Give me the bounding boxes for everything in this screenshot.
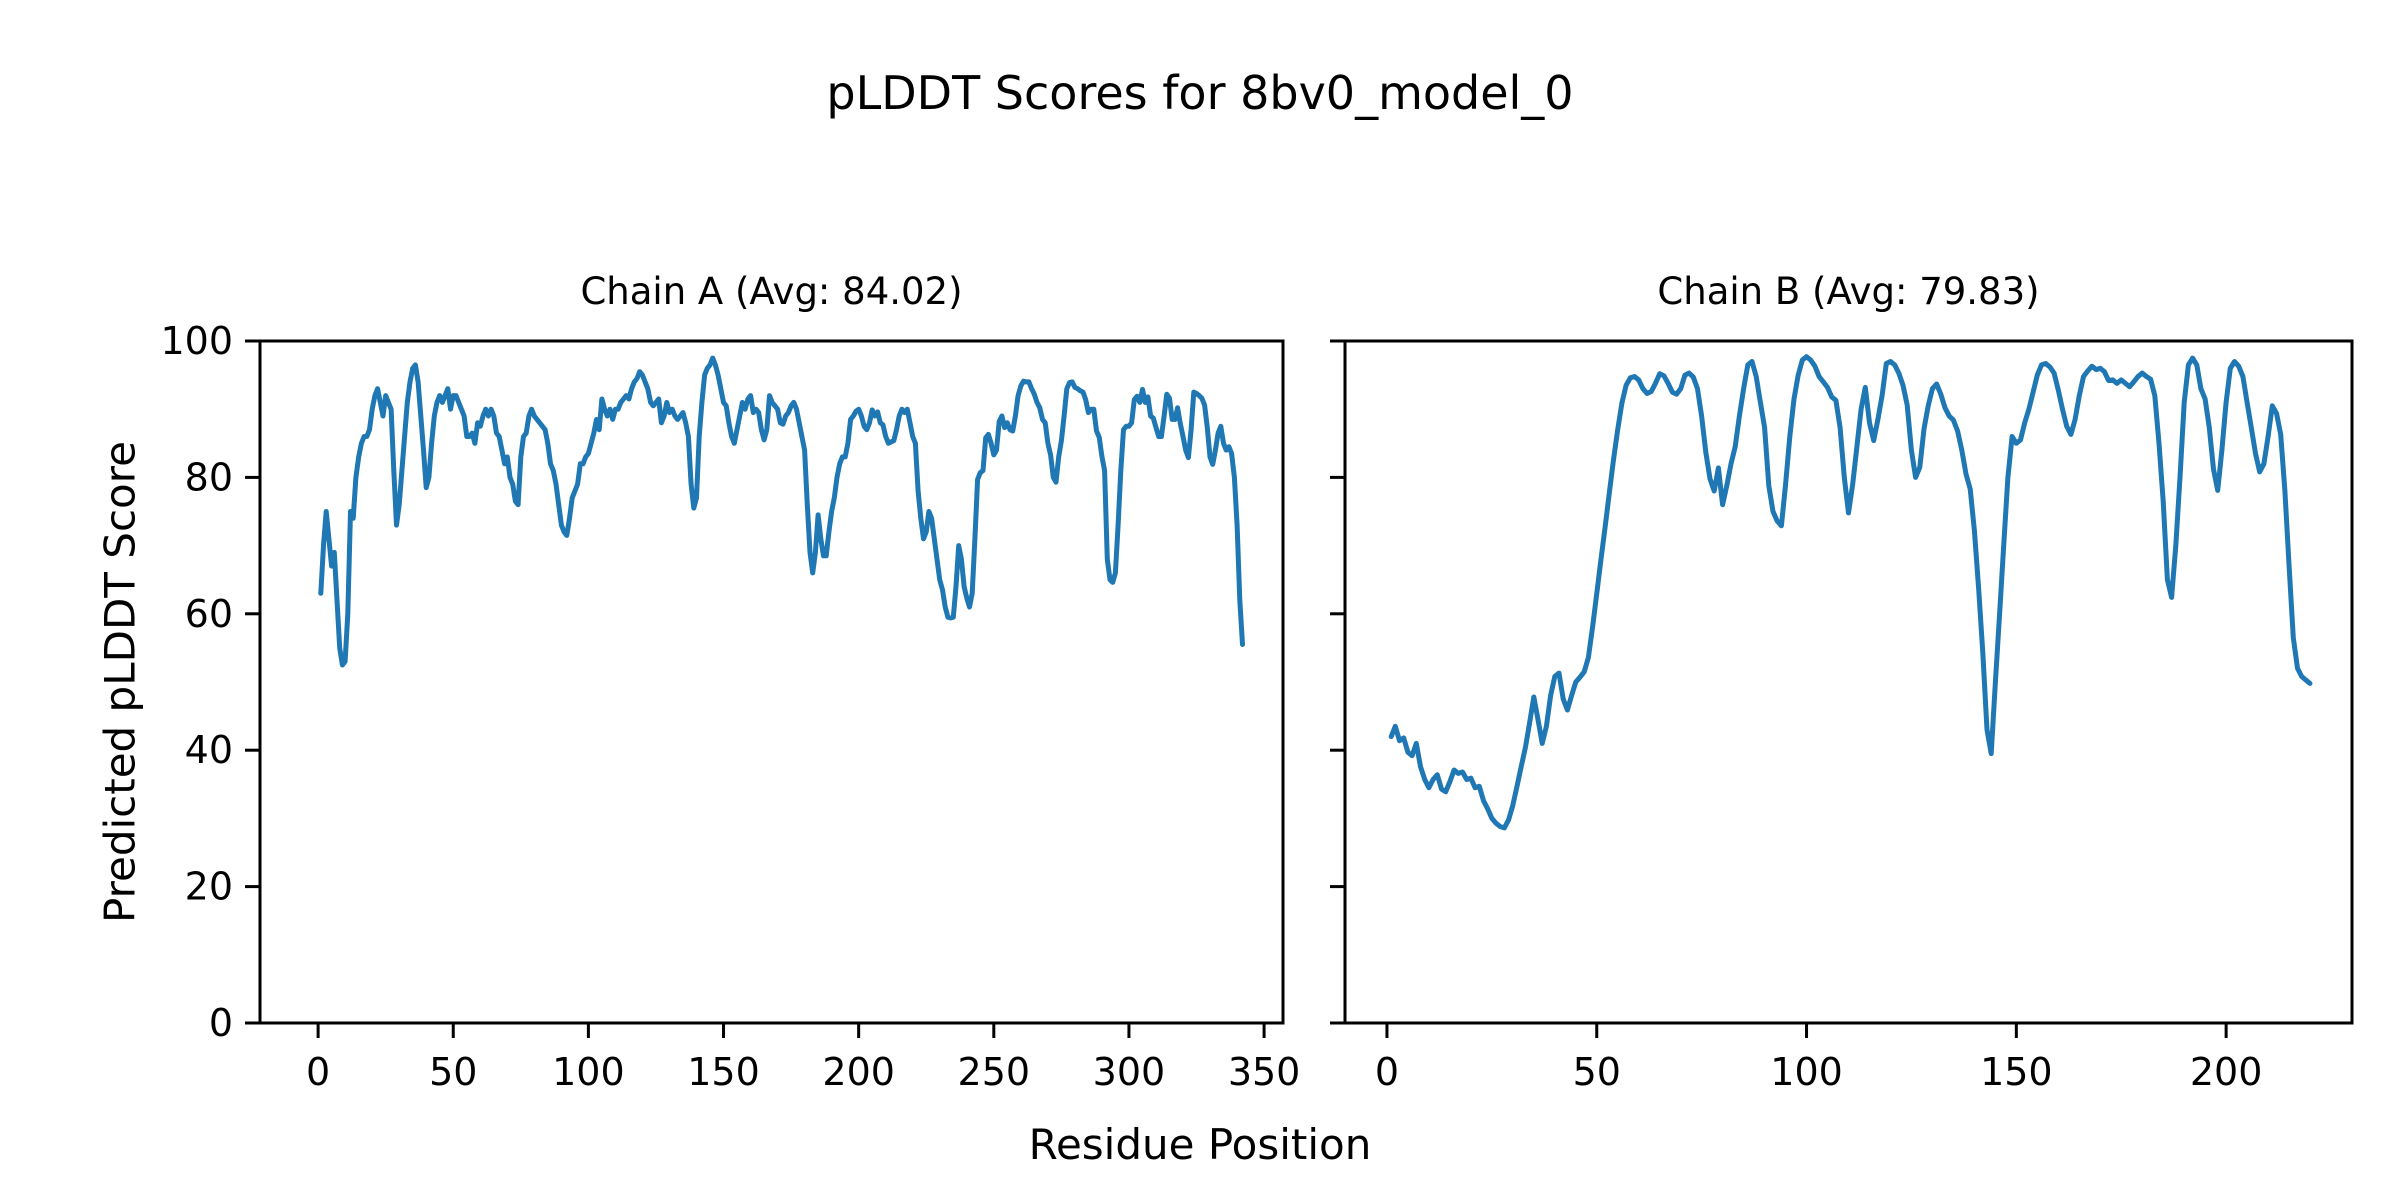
x-tick-label: 100 bbox=[1770, 1050, 1843, 1094]
chain-b-subplot-title: Chain B (Avg: 79.83) bbox=[1657, 270, 2040, 313]
y-tick-label: 0 bbox=[209, 1001, 233, 1045]
axes-box bbox=[258, 339, 1285, 1025]
y-tick-label: 20 bbox=[185, 865, 233, 909]
x-tick-label: 150 bbox=[687, 1050, 760, 1094]
chain-a-axes: 0 50 100 150 200 250 300 350 0 20 40 60 80 100 bbox=[160, 319, 1300, 1094]
x-tick-label: 200 bbox=[2190, 1050, 2263, 1094]
y-tick-label: 100 bbox=[160, 319, 233, 363]
x-tick-label: 50 bbox=[1573, 1050, 1621, 1094]
x-tick-label: 0 bbox=[1375, 1050, 1399, 1094]
axes-box bbox=[1343, 339, 2354, 1025]
y-tick-label: 80 bbox=[185, 455, 233, 499]
x-tick-label: 350 bbox=[1228, 1050, 1301, 1094]
x-tick-label: 150 bbox=[1980, 1050, 2053, 1094]
y-tick-label: 60 bbox=[185, 592, 233, 636]
figure-title: pLDDT Scores for 8bv0_model_0 bbox=[826, 66, 1574, 120]
x-tick-label: 200 bbox=[822, 1050, 895, 1094]
x-tick-label: 50 bbox=[429, 1050, 477, 1094]
x-tick-label: 0 bbox=[306, 1050, 330, 1094]
x-tick-label: 250 bbox=[958, 1050, 1031, 1094]
x-tick-label: 300 bbox=[1093, 1050, 1166, 1094]
plddt-line bbox=[1388, 354, 2313, 831]
y-tick-label: 40 bbox=[185, 728, 233, 772]
chain-a-subplot-title: Chain A (Avg: 84.02) bbox=[580, 270, 963, 313]
x-axis-label: Residue Position bbox=[1028, 1120, 1372, 1169]
plddt-line bbox=[318, 355, 1245, 668]
chain-b-axes: 0 50 100 150 200 bbox=[1330, 339, 2354, 1094]
x-tick-label: 100 bbox=[552, 1050, 625, 1094]
